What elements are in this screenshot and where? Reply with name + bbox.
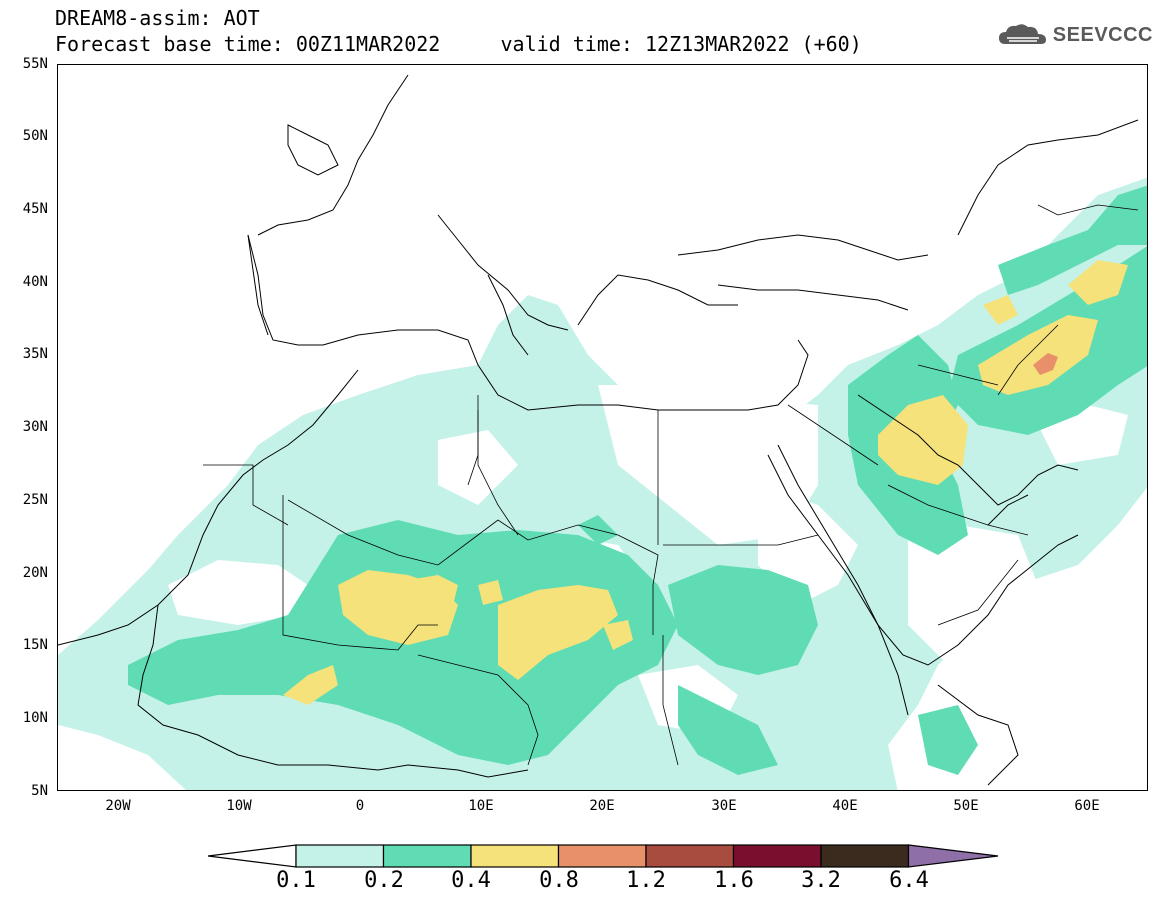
lon-label: 10W <box>226 798 252 814</box>
colorbar-swatch <box>382 844 472 868</box>
lat-label: 45N <box>22 201 48 217</box>
colorbar-label: 3.2 <box>801 868 841 893</box>
lat-label: 20N <box>22 565 48 581</box>
lat-label: 5N <box>31 783 48 799</box>
seevccc-logo: SEEVCCC <box>997 22 1153 48</box>
lat-label: 10N <box>22 710 48 726</box>
lat-label: 50N <box>22 128 48 144</box>
lon-label: 60E <box>1074 798 1100 814</box>
colorbar-swatch <box>557 844 647 868</box>
lat-label: 55N <box>22 56 48 72</box>
colorbar-swatch <box>820 844 910 868</box>
lon-label: 0 <box>355 798 365 814</box>
country-borders <box>203 204 1139 766</box>
colorbar-label: 0.8 <box>539 868 579 893</box>
lat-label: 35N <box>22 346 48 362</box>
lat-label: 30N <box>22 419 48 435</box>
colorbar-swatch <box>732 844 822 868</box>
logo-text: SEEVCCC <box>1052 23 1153 46</box>
colorbar-over-arrow <box>907 844 999 868</box>
colorbar-label: 1.6 <box>714 868 754 893</box>
colorbar-swatch <box>295 844 385 868</box>
lon-label: 20W <box>105 798 131 814</box>
aot-band-0-8 <box>1033 353 1058 375</box>
colorbar-label: 0.2 <box>364 868 404 893</box>
colorbar <box>208 844 999 868</box>
lon-label: 10E <box>468 798 494 814</box>
lat-label: 15N <box>22 637 48 653</box>
colorbar-swatch <box>645 844 735 868</box>
lon-label: 40E <box>832 798 858 814</box>
aot-map <box>57 64 1148 791</box>
lon-label: 50E <box>953 798 979 814</box>
forecast-times: Forecast base time: 00Z11MAR2022 valid t… <box>55 32 862 56</box>
lat-label: 40N <box>22 274 48 290</box>
lon-label: 30E <box>711 798 737 814</box>
coastlines <box>58 74 1139 786</box>
lon-label: 20E <box>589 798 615 814</box>
colorbar-label: 0.1 <box>276 868 316 893</box>
colorbar-swatch <box>470 844 560 868</box>
map-canvas <box>58 74 1147 790</box>
colorbar-label: 6.4 <box>889 868 929 893</box>
colorbar-label: 1.2 <box>626 868 666 893</box>
map-title: DREAM8-assim: AOT <box>55 6 260 30</box>
colorbar-under-arrow <box>208 844 297 868</box>
colorbar-label: 0.4 <box>451 868 491 893</box>
lat-label: 25N <box>22 492 48 508</box>
cloud-icon <box>998 24 1046 44</box>
